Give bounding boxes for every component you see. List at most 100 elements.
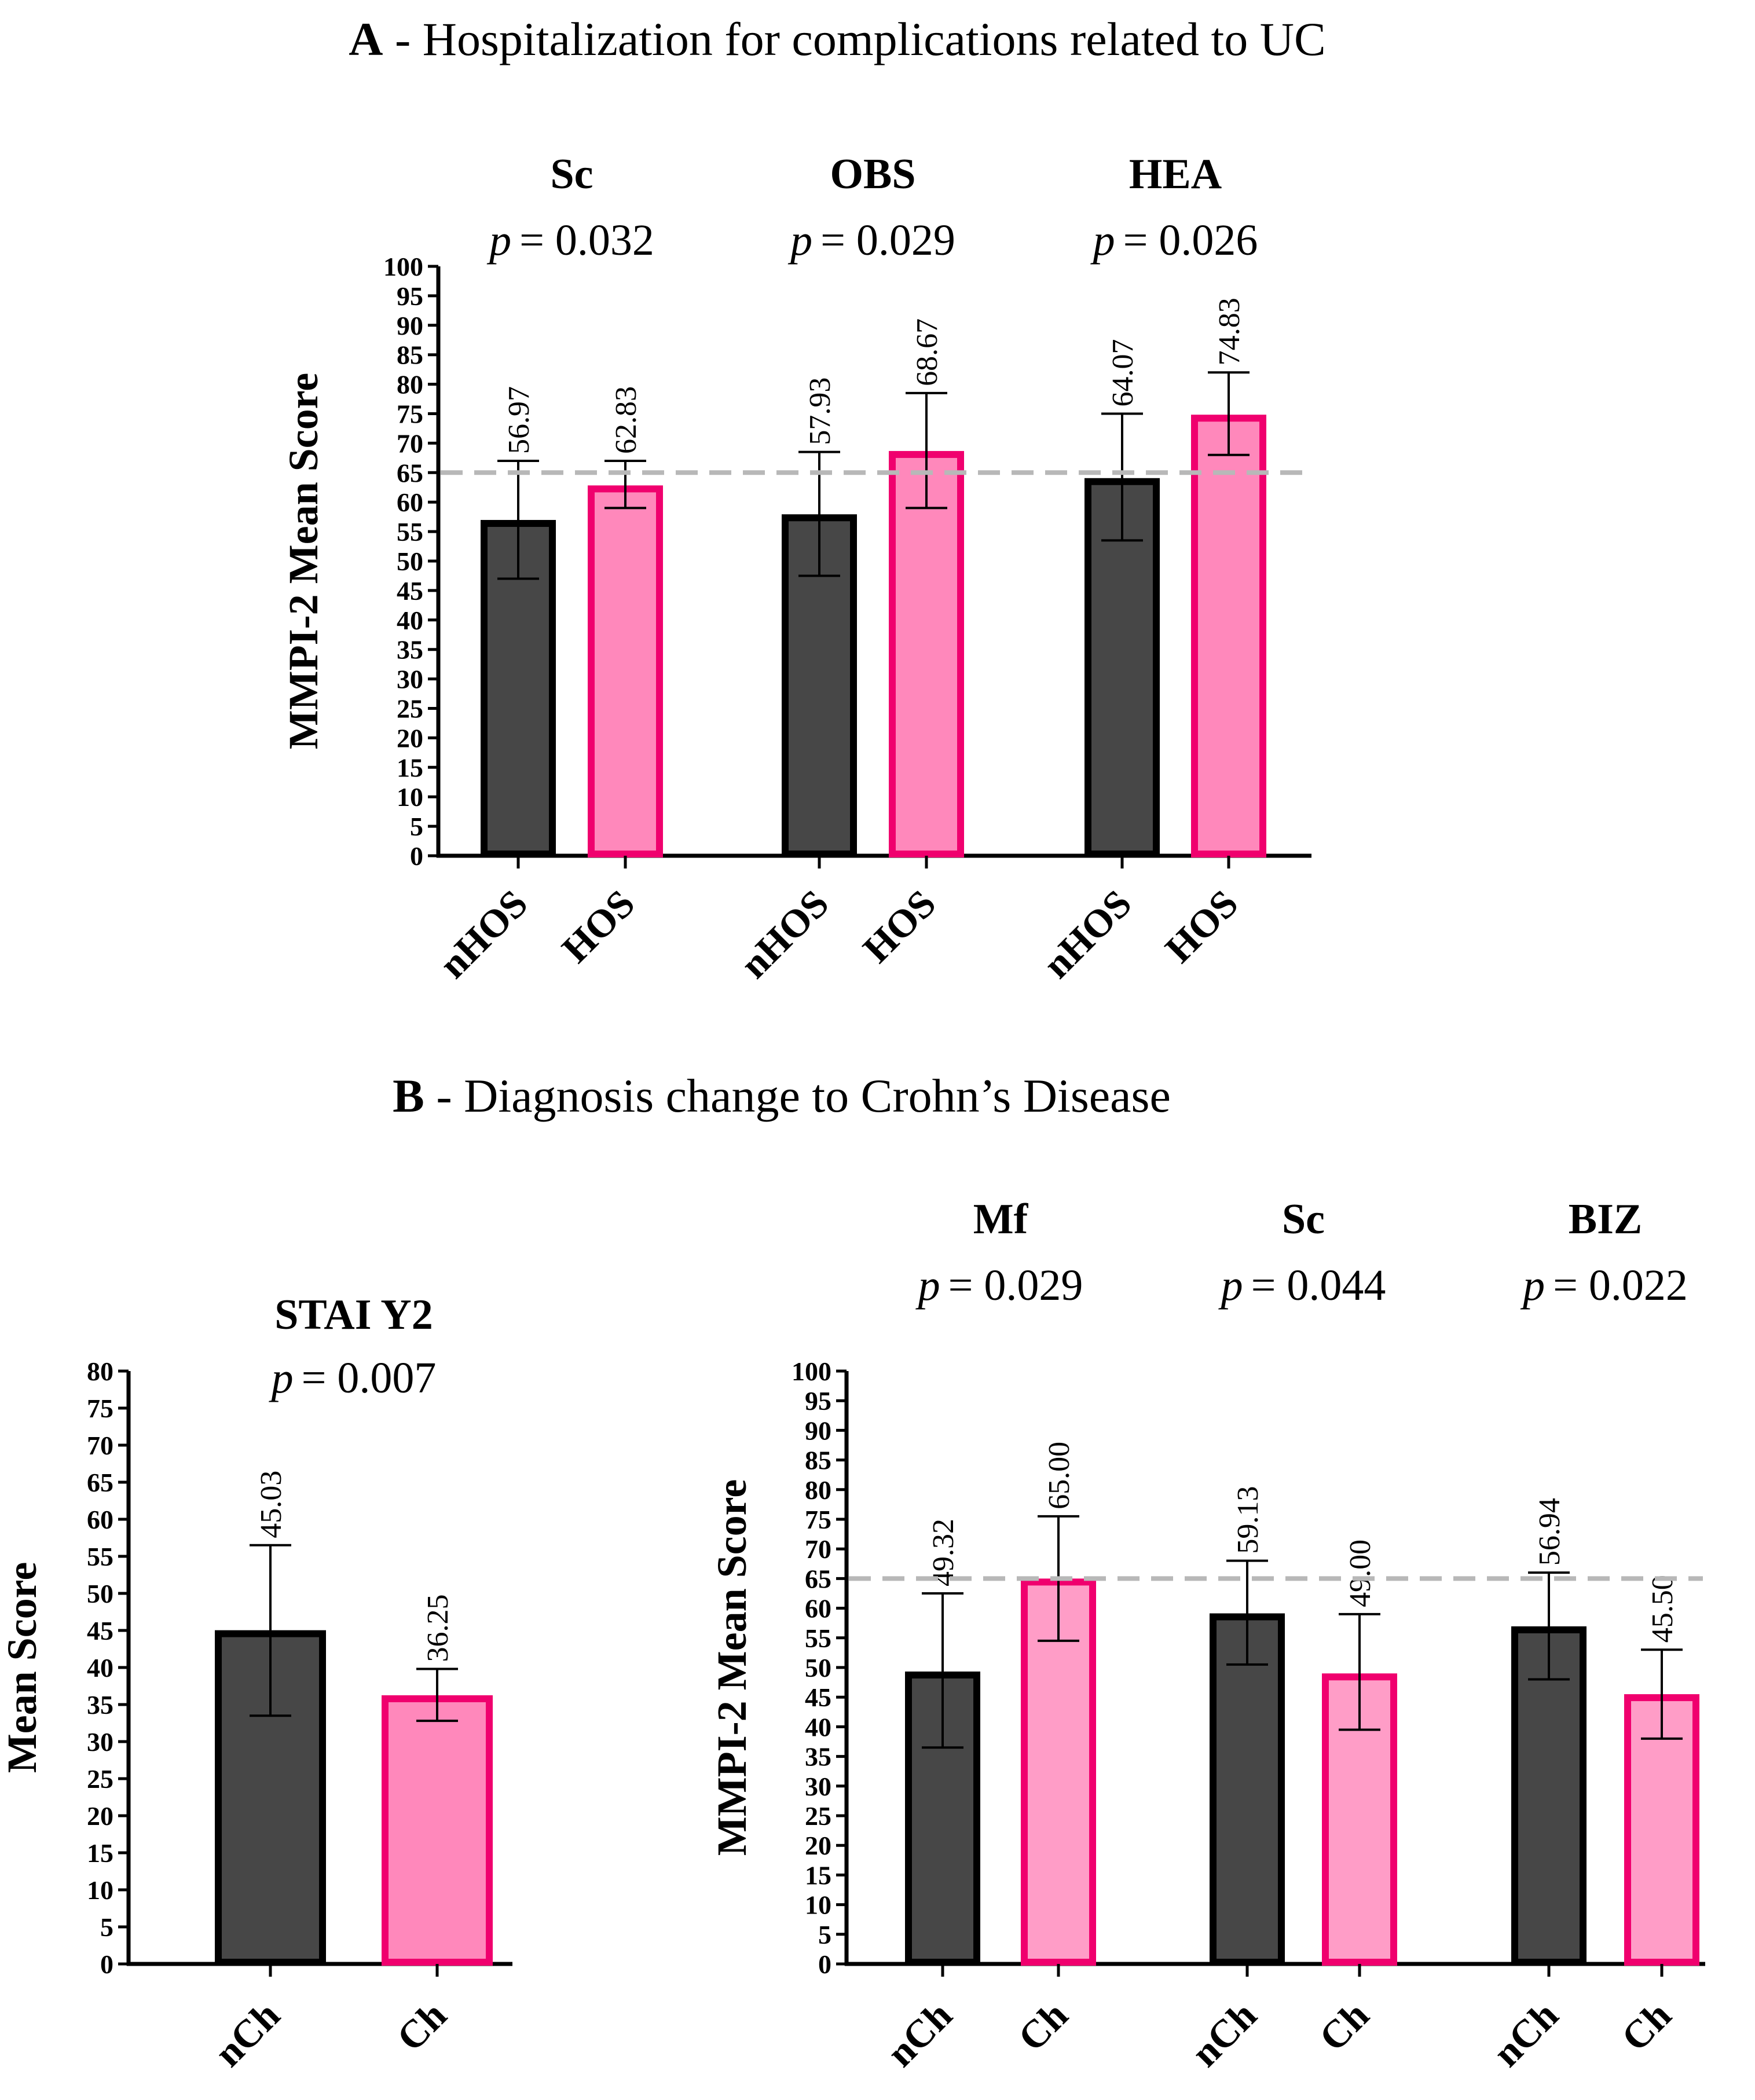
group-title: OBS xyxy=(830,151,915,198)
y-tick-label: 20 xyxy=(805,1831,831,1860)
data-label: 68.67 xyxy=(911,318,944,386)
x-category-label: Ch xyxy=(1310,1993,1377,2059)
section-b-text: - Diagnosis change to Crohn’s Disease xyxy=(424,1069,1171,1122)
section-b-letter: B xyxy=(393,1069,424,1122)
y-tick-label: 10 xyxy=(87,1875,113,1905)
y-tick-label: 20 xyxy=(397,723,423,753)
y-tick-label: 15 xyxy=(87,1838,113,1868)
y-tick-label: 30 xyxy=(805,1772,831,1801)
group-title: STAI Y2 xyxy=(274,1291,433,1339)
y-tick-label: 55 xyxy=(805,1623,831,1653)
y-tick-label: 65 xyxy=(87,1468,113,1497)
chart-b-stai: 0 5 10 15 20 25 30 35 40 45 50 55 60 65 70 75 80 Mean Sco… xyxy=(0,1291,512,2075)
bar-ch xyxy=(382,1695,493,1966)
y-tick-label: 35 xyxy=(805,1742,831,1772)
x-category-label: nHOS xyxy=(431,881,536,987)
y-tick-label: 75 xyxy=(87,1394,113,1423)
y-tick-label: 65 xyxy=(805,1564,831,1593)
bar-hos xyxy=(889,450,964,857)
y-tick-label: 55 xyxy=(397,517,423,547)
bar-nch xyxy=(1511,1626,1587,1966)
y-tick-label: 30 xyxy=(87,1727,113,1757)
y-tick-label: 75 xyxy=(397,400,423,429)
p-value: p = 0.026 xyxy=(1090,216,1258,265)
y-tick-label: 15 xyxy=(805,1860,831,1890)
y-axis-label: MMPI-2 Mean Score xyxy=(280,373,327,749)
x-category-label: nHOS xyxy=(732,881,837,987)
y-tick-label: 60 xyxy=(805,1594,831,1623)
y-tick-label: 60 xyxy=(87,1505,113,1534)
y-tick-label: 80 xyxy=(397,370,423,400)
y-tick-label: 85 xyxy=(397,340,423,370)
p-value: p = 0.029 xyxy=(787,216,955,265)
y-tick-label: 70 xyxy=(805,1534,831,1564)
x-category-label: nCh xyxy=(1183,1993,1265,2075)
y-tick-label: 70 xyxy=(87,1431,113,1460)
y-tick-label: 90 xyxy=(805,1416,831,1445)
x-category-label: Ch xyxy=(388,1993,455,2059)
p-value: p = 0.044 xyxy=(1218,1261,1386,1310)
y-tick-label: 5 xyxy=(410,812,423,841)
y-tick-label: 95 xyxy=(805,1386,831,1416)
y-tick-label: 50 xyxy=(87,1579,113,1608)
data-label: 59.13 xyxy=(1232,1486,1265,1554)
p-symbol: p xyxy=(915,1261,940,1310)
y-tick-label: 100 xyxy=(792,1357,831,1386)
y-tick-label: 45 xyxy=(805,1683,831,1712)
y-tick-label: 15 xyxy=(397,753,423,782)
y-axis-label: MMPI-2 Mean Score xyxy=(709,1479,755,1856)
section-a-title: A - Hospitalization for complications re… xyxy=(349,13,1325,65)
p-number: = 0.029 xyxy=(820,216,955,265)
data-label: 64.07 xyxy=(1107,339,1140,407)
chart-b-mmpi: 0510152025303540455055606570758085909510… xyxy=(709,1196,1705,2075)
bar-hos xyxy=(588,485,663,857)
group-title: Mf xyxy=(973,1196,1029,1243)
p-symbol: p xyxy=(486,216,511,265)
data-label: 56.97 xyxy=(503,386,536,454)
p-value: p = 0.007 xyxy=(269,1354,437,1402)
y-tick-label: 25 xyxy=(87,1764,113,1794)
y-tick-label: 30 xyxy=(397,665,423,694)
x-category-label: nCh xyxy=(206,1993,288,2075)
y-tick-label: 25 xyxy=(805,1801,831,1831)
p-symbol: p xyxy=(787,216,812,265)
y-tick-label: 50 xyxy=(397,547,423,576)
group-title: Sc xyxy=(1282,1196,1325,1243)
x-category-label: HOS xyxy=(854,881,944,971)
data-label: 65.00 xyxy=(1043,1442,1076,1509)
data-label: 56.94 xyxy=(1533,1498,1566,1566)
bar-nch xyxy=(1210,1613,1285,1966)
p-value: p = 0.032 xyxy=(486,216,654,265)
p-symbol: p xyxy=(1520,1261,1545,1310)
p-number: = 0.044 xyxy=(1251,1261,1386,1310)
y-tick-label: 100 xyxy=(383,252,423,281)
chart-a-hospitalization: 0510152025303540455055606570758085909510… xyxy=(280,151,1311,987)
p-symbol: p xyxy=(269,1354,294,1402)
x-category-label: Ch xyxy=(1613,1993,1679,2059)
y-tick-label: 50 xyxy=(805,1653,831,1683)
data-label: 45.03 xyxy=(255,1471,288,1538)
group-title: Sc xyxy=(551,151,593,198)
y-tick-label: 10 xyxy=(805,1890,831,1920)
x-category-label: HOS xyxy=(1156,881,1246,971)
p-number: = 0.007 xyxy=(302,1354,437,1402)
y-tick-label: 25 xyxy=(397,694,423,724)
y-tick-label: 10 xyxy=(397,782,423,812)
y-tick-label: 70 xyxy=(397,428,423,458)
section-a-text: - Hospitalization for complications rela… xyxy=(383,13,1326,65)
y-tick-label: 85 xyxy=(805,1446,831,1475)
x-category-label: nHOS xyxy=(1035,881,1140,987)
y-tick-label: 35 xyxy=(397,635,423,665)
y-tick-label: 40 xyxy=(805,1712,831,1742)
p-value: p = 0.022 xyxy=(1520,1261,1688,1310)
x-category-label: Ch xyxy=(1009,1993,1076,2059)
section-a-letter: A xyxy=(349,13,383,65)
group-title: BIZ xyxy=(1569,1196,1643,1243)
y-tick-label: 0 xyxy=(410,841,423,871)
data-label: 49.32 xyxy=(927,1519,960,1586)
y-tick-label: 45 xyxy=(397,576,423,606)
p-symbol: p xyxy=(1218,1261,1243,1310)
bar-ch xyxy=(1021,1578,1096,1966)
data-label: 45.50 xyxy=(1646,1575,1679,1643)
